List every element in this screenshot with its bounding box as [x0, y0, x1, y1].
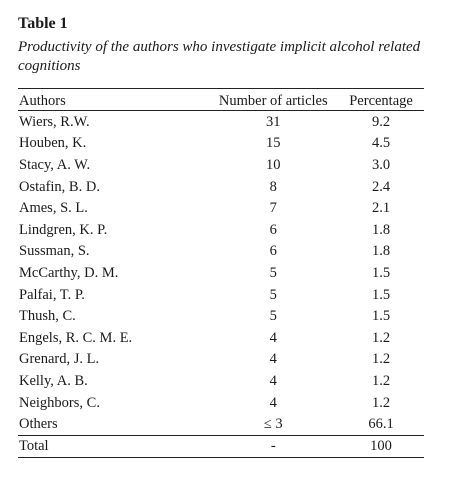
cell-articles: 4 [269, 394, 277, 411]
header-articles: Number of articles [208, 88, 339, 111]
cell-author: Stacy, A. W. [19, 156, 91, 173]
cell-percentage: 1.2 [371, 394, 391, 411]
cell-percentage: 1.8 [371, 221, 391, 238]
cell-percentage: 66.1 [368, 416, 394, 433]
cell-author: Ostafin, B. D. [19, 178, 100, 195]
productivity-table: Authors Number of articles Percentage Wi… [18, 88, 424, 458]
cell-articles: - [208, 434, 339, 458]
cell-author: Wiers, R.W. [19, 113, 90, 130]
table-row: Engels, R. C. M. E. 4 1.2 [18, 327, 424, 349]
table-row: McCarthy, D. M. 5 1.5 [18, 262, 424, 284]
cell-percentage: 1.5 [371, 286, 391, 303]
cell-author: Kelly, A. B. [19, 372, 88, 389]
cell-percentage: 1.2 [371, 351, 391, 368]
cell-percentage: 100 [338, 434, 424, 458]
table-row: Sussman, S. 6 1.8 [18, 241, 424, 263]
cell-articles: 31 [266, 113, 281, 130]
cell-articles: 7 [269, 200, 277, 217]
cell-percentage: 1.5 [371, 264, 391, 281]
cell-percentage: 2.1 [371, 200, 391, 217]
cell-author: Neighbors, C. [19, 394, 100, 411]
cell-articles: 5 [269, 286, 277, 303]
table-row: Others ≤ 3 66.1 [18, 413, 424, 435]
cell-articles: 5 [269, 264, 277, 281]
document-page: Table 1 Productivity of the authors who … [18, 14, 424, 458]
cell-percentage: 9.2 [371, 113, 391, 130]
cell-articles: 5 [269, 308, 277, 325]
table-caption: Productivity of the authors who investig… [18, 39, 421, 74]
cell-articles: 8 [269, 178, 277, 195]
table-header-row: Authors Number of articles Percentage [18, 88, 424, 111]
table-row: Houben, K. 15 4.5 [18, 133, 424, 155]
cell-articles: 6 [269, 243, 277, 260]
cell-articles: 15 [266, 135, 281, 152]
cell-percentage: 1.8 [371, 243, 391, 260]
cell-percentage: 1.2 [371, 372, 391, 389]
cell-percentage: 2.4 [371, 178, 391, 195]
table-label: Table 1 [18, 15, 68, 32]
table-row: Palfai, T. P. 5 1.5 [18, 284, 424, 306]
table-row: Grenard, J. L. 4 1.2 [18, 349, 424, 371]
header-percentage: Percentage [338, 88, 424, 111]
header-authors: Authors [18, 88, 209, 111]
cell-articles: 4 [269, 351, 277, 368]
cell-articles: 10 [266, 156, 281, 173]
cell-author: Lindgren, K. P. [19, 221, 108, 238]
cell-percentage: 4.5 [371, 135, 391, 152]
table-total-row: Total - 100 [18, 434, 424, 458]
cell-articles: 6 [269, 221, 277, 238]
table-row: Ames, S. L. 7 2.1 [18, 197, 424, 219]
cell-author: Palfai, T. P. [19, 286, 85, 303]
table-row: Thush, C. 5 1.5 [18, 305, 424, 327]
cell-author: Others [19, 416, 58, 433]
table-row: Lindgren, K. P. 6 1.8 [18, 219, 424, 241]
table-row: Stacy, A. W. 10 3.0 [18, 154, 424, 176]
table-row: Wiers, R.W. 31 9.2 [18, 111, 424, 133]
cell-author: Total [18, 434, 209, 458]
cell-author: Houben, K. [19, 135, 87, 152]
cell-author: Ames, S. L. [19, 200, 88, 217]
cell-articles: 4 [269, 372, 277, 389]
table-row: Ostafin, B. D. 8 2.4 [18, 176, 424, 198]
cell-percentage: 1.5 [371, 308, 391, 325]
cell-percentage: 3.0 [371, 156, 391, 173]
cell-author: Engels, R. C. M. E. [19, 329, 133, 346]
cell-author: McCarthy, D. M. [19, 264, 119, 281]
table-row: Kelly, A. B. 4 1.2 [18, 370, 424, 392]
table-row: Neighbors, C. 4 1.2 [18, 392, 424, 414]
cell-author: Sussman, S. [19, 243, 90, 260]
cell-articles: 4 [269, 329, 277, 346]
cell-author: Thush, C. [19, 308, 76, 325]
cell-author: Grenard, J. L. [19, 351, 100, 368]
cell-percentage: 1.2 [371, 329, 391, 346]
cell-articles: ≤ 3 [263, 416, 283, 433]
